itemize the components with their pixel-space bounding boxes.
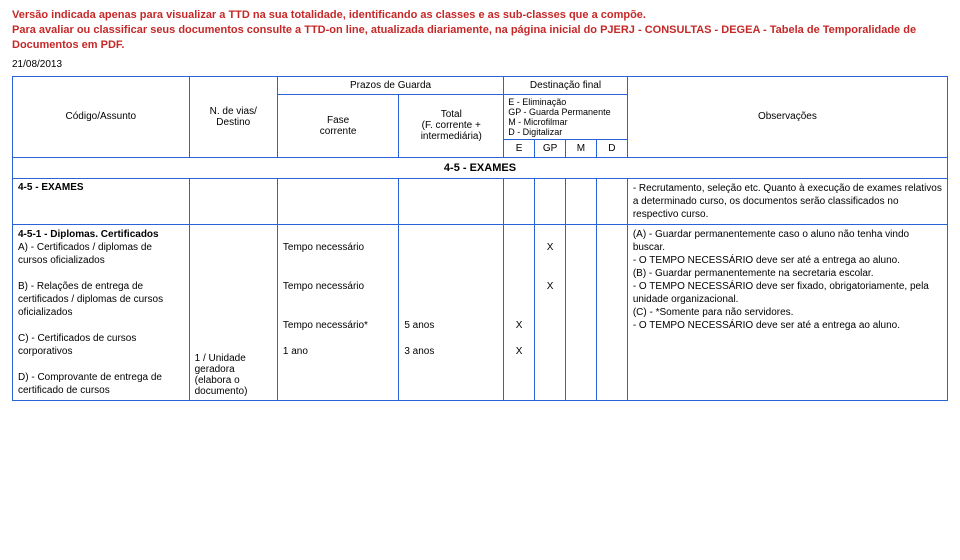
header-e: E (504, 139, 535, 157)
cell-fase (277, 178, 398, 224)
diplomas-fase-a: Tempo necessário (283, 242, 364, 253)
diplomas-b: B) - Relações de entrega de certificados… (18, 281, 163, 318)
diplomas-gp-a: X (547, 242, 554, 253)
cell-e-diplomas: X X (504, 224, 535, 400)
table-row: 4-5-1 - Diplomas. Certificados A) - Cert… (13, 224, 948, 400)
header-prazos: Prazos de Guarda (277, 76, 503, 94)
table-row: 4-5 - EXAMES - Recrutamento, seleção etc… (13, 178, 948, 224)
header-codigo: Código/Assunto (13, 76, 190, 157)
date-text: 21/08/2013 (12, 59, 948, 70)
diplomas-a: A) - Certificados / diplomas de cursos o… (18, 242, 152, 266)
cell-d-diplomas (596, 224, 627, 400)
diplomas-vias: 1 / Unidade geradora (elabora o document… (195, 353, 248, 397)
header-total: Total (F. corrente + intermediária) (399, 94, 504, 157)
diplomas-e-c: X (516, 320, 523, 331)
diplomas-fase-b: Tempo necessário (283, 281, 364, 292)
diplomas-gp-b: X (547, 281, 554, 292)
diplomas-title: 4-5-1 - Diplomas. Certificados (18, 229, 159, 240)
cell-m (566, 178, 597, 224)
header-destinacao: Destinação final (504, 76, 628, 94)
cell-obs-diplomas: (A) - Guardar permanentemente caso o alu… (627, 224, 947, 400)
row-exames-codigo: 4-5 - EXAMES (18, 182, 84, 193)
cell-codigo-diplomas: 4-5-1 - Diplomas. Certificados A) - Cert… (13, 224, 190, 400)
diplomas-total-d: 3 anos (404, 346, 434, 357)
warning-line-1: Versão indicada apenas para visualizar a… (12, 9, 646, 21)
header-gp: GP (535, 139, 566, 157)
diplomas-e-d: X (516, 346, 523, 357)
header-fase: Fase corrente (277, 94, 398, 157)
cell-codigo: 4-5 - EXAMES (13, 178, 190, 224)
diplomas-fase-c: Tempo necessário* (283, 320, 368, 331)
cell-total-diplomas: 5 anos 3 anos (399, 224, 504, 400)
diplomas-c: C) - Certificados de cursos corporativos (18, 333, 136, 357)
header-vias: N. de vias/ Destino (189, 76, 277, 157)
cell-d (596, 178, 627, 224)
diplomas-fase-d: 1 ano (283, 346, 308, 357)
cell-m-diplomas (566, 224, 597, 400)
diplomas-total-c: 5 anos (404, 320, 434, 331)
diplomas-d: D) - Comprovante de entrega de certifica… (18, 372, 162, 396)
header-legend: E - Eliminação GP - Guarda Permanente M … (504, 94, 628, 139)
main-table: Código/Assunto N. de vias/ Destino Prazo… (12, 76, 948, 401)
cell-e (504, 178, 535, 224)
section-title: 4-5 - EXAMES (13, 157, 948, 178)
header-m: M (566, 139, 597, 157)
cell-fase-diplomas: Tempo necessário Tempo necessário Tempo … (277, 224, 398, 400)
warning-line-2: Para avaliar ou classificar seus documen… (12, 24, 916, 51)
header-obs: Observações (627, 76, 947, 157)
cell-gp (535, 178, 566, 224)
cell-gp-diplomas: X X (535, 224, 566, 400)
cell-obs: - Recrutamento, seleção etc. Quanto à ex… (627, 178, 947, 224)
cell-vias (189, 178, 277, 224)
warning-text: Versão indicada apenas para visualizar a… (12, 8, 948, 53)
cell-total (399, 178, 504, 224)
header-d: D (596, 139, 627, 157)
cell-vias-diplomas: 1 / Unidade geradora (elabora o document… (189, 224, 277, 400)
